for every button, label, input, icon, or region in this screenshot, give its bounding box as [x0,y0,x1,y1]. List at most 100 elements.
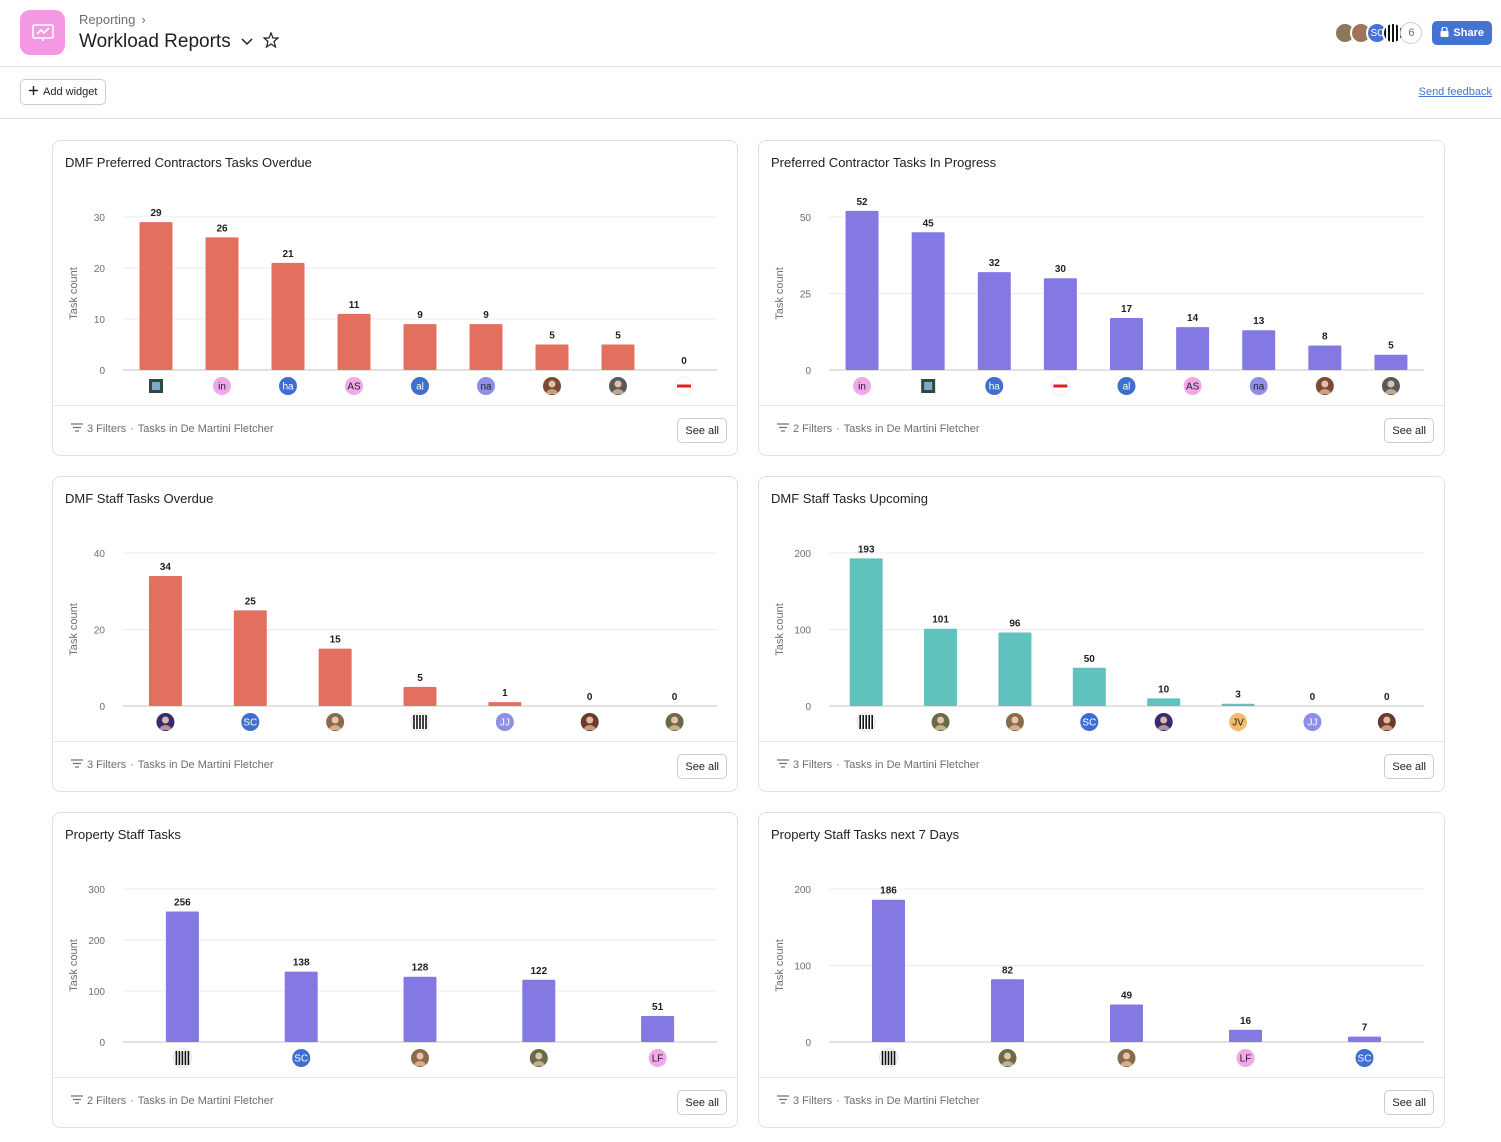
y-tick-label: 10 [94,315,106,326]
avatar-shape [279,377,297,395]
avatar-shape [1080,713,1099,731]
filter-icon [71,423,83,435]
data-label: 50 [1084,654,1096,665]
avatar-shape [1384,389,1397,394]
see-all-button[interactable]: See all [1384,754,1434,779]
widget-title: Preferred Contractor Tasks In Progress [771,155,997,170]
data-label: 15 [330,635,342,646]
data-label: 5 [417,673,423,684]
bar-chart: Task count 0 20 40 34 25 SC 15 5 1 JJ 0 0 [68,549,717,732]
assignee-avatar [998,1049,1017,1067]
avatar-shape [425,715,427,729]
bar [924,628,958,706]
assignee-avatar: al [1117,377,1136,395]
breadcrumb[interactable]: Reporting › [79,12,146,27]
share-button[interactable]: Share [1432,21,1492,45]
avatar-shape [1123,1052,1130,1060]
avatar-initials: in [858,382,866,393]
y-tick-label: 25 [800,290,812,301]
assignee-avatar: in [213,377,231,395]
widget-footer: 2 Filters · Tasks in De Martini Fletcher… [759,405,1444,455]
bar [535,344,569,370]
member-avatars[interactable]: SC 6 [1334,22,1423,44]
data-label: 0 [1384,692,1390,703]
send-feedback-link[interactable]: Send feedback [1418,86,1492,98]
widget-footer: 3 Filters · Tasks in De Martini Fletcher… [759,1077,1444,1127]
y-tick-label: 200 [88,936,105,947]
report-icon [20,10,65,55]
avatar-initials: LF [652,1054,664,1065]
assignee-avatar [665,713,684,731]
filters-summary[interactable]: 3 Filters · Tasks in De Martini Fletcher [71,423,274,435]
avatar-initials: JJ [1307,718,1317,729]
avatar-shape [414,1061,426,1066]
data-label: 51 [652,1002,664,1013]
y-axis-label: Task count [68,939,80,992]
filters-summary[interactable]: 2 Filters · Tasks in De Martini Fletcher [71,1095,274,1107]
filters-scope: Tasks in De Martini Fletcher [843,1095,980,1107]
assignee-avatar: AS [345,377,363,395]
add-widget-button[interactable]: Add widget [20,79,107,105]
y-tick-label: 0 [805,366,811,377]
data-label: 11 [349,300,360,311]
avatar-shape [532,1061,545,1066]
page-title: Workload Reports [79,31,231,52]
avatar-shape [648,1049,667,1067]
filters-summary[interactable]: 3 Filters · Tasks in De Martini Fletcher [777,759,980,771]
avatar-initials: al [416,382,424,393]
separator: · [130,1095,134,1107]
assignee-avatar: LF [1236,1049,1255,1067]
bar [488,702,522,706]
avatar-shape [329,725,342,730]
dashboard-content: DMF Preferred Contractors Tasks Overdue … [0,119,1501,1142]
avatar-shape [1303,713,1322,731]
star-icon[interactable] [262,30,280,53]
assignee-avatar [1117,1049,1136,1067]
avatar-shape [890,1051,893,1065]
breadcrumb-reporting[interactable]: Reporting [79,12,136,27]
see-all-button[interactable]: See all [677,1090,727,1115]
y-tick-label: 40 [94,549,106,560]
avatar-shape [1318,389,1331,394]
see-all-button[interactable]: See all [677,754,727,779]
assignee-avatar [931,713,950,731]
data-label: 10 [1158,684,1170,695]
bar [522,979,556,1042]
filters-summary[interactable]: 2 Filters · Tasks in De Martini Fletcher [777,423,980,435]
see-all-button[interactable]: See all [677,418,727,443]
avatar-initials: SC [294,1054,308,1065]
chevron-right-icon: › [141,12,146,27]
data-label: 8 [1322,332,1328,343]
filters-scope: Tasks in De Martini Fletcher [843,759,980,771]
assignee-avatar: na [477,377,495,395]
assignee-avatar [580,713,599,731]
bar [403,976,437,1042]
avatar-shape [1380,725,1393,730]
avatar-shape [853,377,872,395]
plus-icon [29,86,38,98]
widget-card: DMF Preferred Contractors Tasks Overdue … [52,140,738,456]
see-all-button[interactable]: See all [1384,1090,1434,1115]
avatar-shape [1229,713,1248,731]
filters-summary[interactable]: 3 Filters · Tasks in De Martini Fletcher [71,759,274,771]
bar [469,324,503,370]
data-label: 34 [160,562,172,573]
filters-scope: Tasks in De Martini Fletcher [137,423,274,435]
member-count[interactable]: 6 [1400,22,1423,44]
bar [165,911,199,1042]
separator: · [130,759,134,771]
bar [1043,278,1077,370]
assignee-avatar: SC [241,713,260,731]
filters-count: 3 Filters [793,1095,833,1107]
see-all-button[interactable]: See all [1384,418,1434,443]
avatar-shape [671,716,679,724]
avatar-shape [1011,716,1019,724]
avatar-initials: in [218,382,226,393]
avatar-shape [546,389,558,394]
filters-summary[interactable]: 3 Filters · Tasks in De Martini Fletcher [777,1095,980,1107]
assignee-avatar [609,377,627,395]
separator: · [836,423,840,435]
chevron-down-icon[interactable] [241,33,253,51]
filters-count: 2 Filters [793,423,833,435]
data-label: 0 [1310,692,1316,703]
